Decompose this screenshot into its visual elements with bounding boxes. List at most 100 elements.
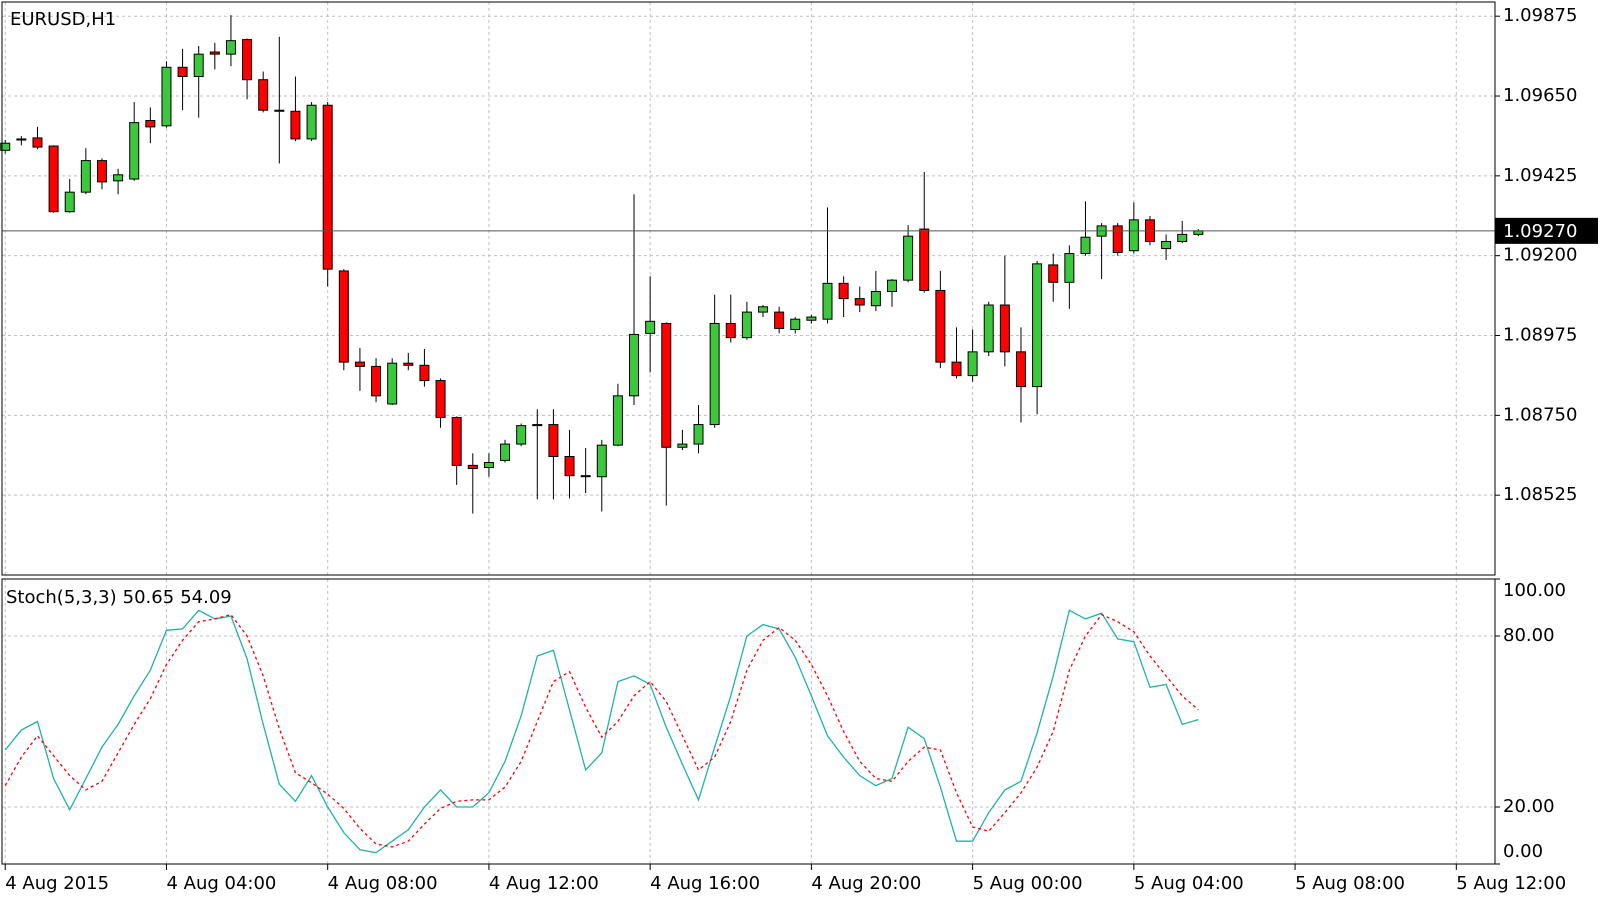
stoch-line [4, 613, 1199, 848]
candle-body [983, 304, 994, 353]
y-tick-label: 1.08750 [1503, 404, 1577, 425]
candle-body [903, 235, 914, 281]
candle-body [758, 306, 769, 313]
candle-body [451, 416, 462, 466]
candle-body [500, 443, 511, 461]
x-tick-label: 5 Aug 12:00 [1456, 873, 1566, 894]
y-tick-label: 80.00 [1503, 625, 1555, 646]
candle-body [193, 53, 204, 78]
candle-body [629, 333, 640, 397]
candle-body [145, 120, 156, 128]
candle-body [822, 282, 833, 320]
candle-body [1048, 264, 1059, 283]
candle-body [580, 475, 591, 478]
candle-body [741, 311, 752, 339]
candle-body [129, 122, 140, 180]
candle-body [693, 424, 704, 445]
candle-body [354, 361, 365, 367]
x-tick-label: 5 Aug 08:00 [1295, 873, 1405, 894]
indicator-signal-value: 54.09 [180, 587, 232, 608]
candle-body [467, 464, 478, 470]
candle-body [886, 279, 897, 293]
candle-body [1032, 263, 1043, 388]
candle-body [870, 291, 881, 307]
candle-body [548, 424, 559, 457]
candle-body [225, 40, 236, 55]
candle-body [854, 298, 865, 306]
candle-body [177, 66, 188, 78]
candle-body [113, 174, 124, 182]
candle-body [999, 304, 1010, 353]
x-tick-label: 4 Aug 08:00 [328, 873, 438, 894]
candle-body [0, 142, 11, 151]
candle-body [1064, 253, 1075, 283]
candle-body [677, 443, 688, 448]
candle-body [774, 311, 785, 329]
x-tick-label: 4 Aug 2015 [5, 873, 109, 894]
candle-body [387, 362, 398, 405]
mark-layer [0, 15, 1495, 854]
candle-body [1112, 225, 1123, 253]
candle-body [274, 109, 285, 112]
x-tick-label: 5 Aug 04:00 [1134, 873, 1244, 894]
y-tick-label: 1.09650 [1503, 85, 1577, 106]
candle-body [290, 110, 301, 140]
candle-body [419, 364, 430, 382]
candle-body [661, 322, 672, 448]
candle-body [64, 191, 75, 213]
candle-body [564, 455, 575, 477]
candle-body [935, 289, 946, 363]
candle-body [322, 104, 333, 270]
candle-body [258, 79, 269, 111]
indicator-header: Stoch(5,3,3) 50.65 54.09 [6, 587, 232, 608]
candle-body [371, 365, 382, 397]
x-tick-label: 4 Aug 20:00 [811, 873, 921, 894]
y-tick-label: 1.08975 [1503, 325, 1577, 346]
y-tick-label: 1.09425 [1503, 165, 1577, 186]
candle-body [32, 137, 43, 148]
candle-body [306, 104, 317, 140]
stoch-line [4, 609, 1199, 854]
candle-body [96, 160, 107, 183]
candle-body [806, 316, 817, 321]
candle-body [1161, 240, 1172, 250]
main-pane-frame [1, 1, 1496, 576]
candle-body [725, 322, 736, 339]
y-tick-label: 20.00 [1503, 796, 1555, 817]
y-tick-label: 1.09875 [1503, 5, 1577, 26]
x-tick-label: 4 Aug 12:00 [489, 873, 599, 894]
candle-body [435, 380, 446, 418]
candle-body [532, 424, 543, 427]
candle-body [645, 320, 656, 334]
last-price-box [1495, 217, 1598, 244]
candle-body [967, 351, 978, 377]
x-tick-label: 5 Aug 00:00 [973, 873, 1083, 894]
candle-body [1080, 236, 1091, 255]
indicator-title: Stoch(5,3,3) [6, 587, 117, 608]
candle-body [80, 160, 91, 193]
indicator-main-value: 50.65 [123, 587, 175, 608]
candle-body [48, 145, 59, 213]
x-tick-label: 4 Aug 04:00 [166, 873, 276, 894]
candle-body [161, 66, 172, 127]
candle-body [483, 462, 494, 468]
candle-body [709, 322, 720, 426]
y-tick-label: 1.09200 [1503, 245, 1577, 266]
candle-body [919, 228, 930, 291]
candle-body [612, 395, 623, 446]
y-tick-label: 0.00 [1503, 841, 1543, 862]
last-price-label: 1.09270 [1503, 221, 1577, 242]
candle-body [596, 444, 607, 478]
candle-body [516, 425, 527, 445]
candle-body [1015, 351, 1026, 388]
candle-body [242, 39, 253, 81]
chart-title: EURUSD,H1 [10, 9, 116, 30]
stoch-pane-frame [1, 578, 1496, 865]
candle-body [338, 270, 349, 363]
candle-body [16, 138, 27, 141]
candle-body [1128, 219, 1139, 252]
candle-body [209, 51, 220, 55]
candle-body [403, 362, 414, 366]
candle-body [838, 282, 849, 300]
x-tick-label: 4 Aug 16:00 [650, 873, 760, 894]
